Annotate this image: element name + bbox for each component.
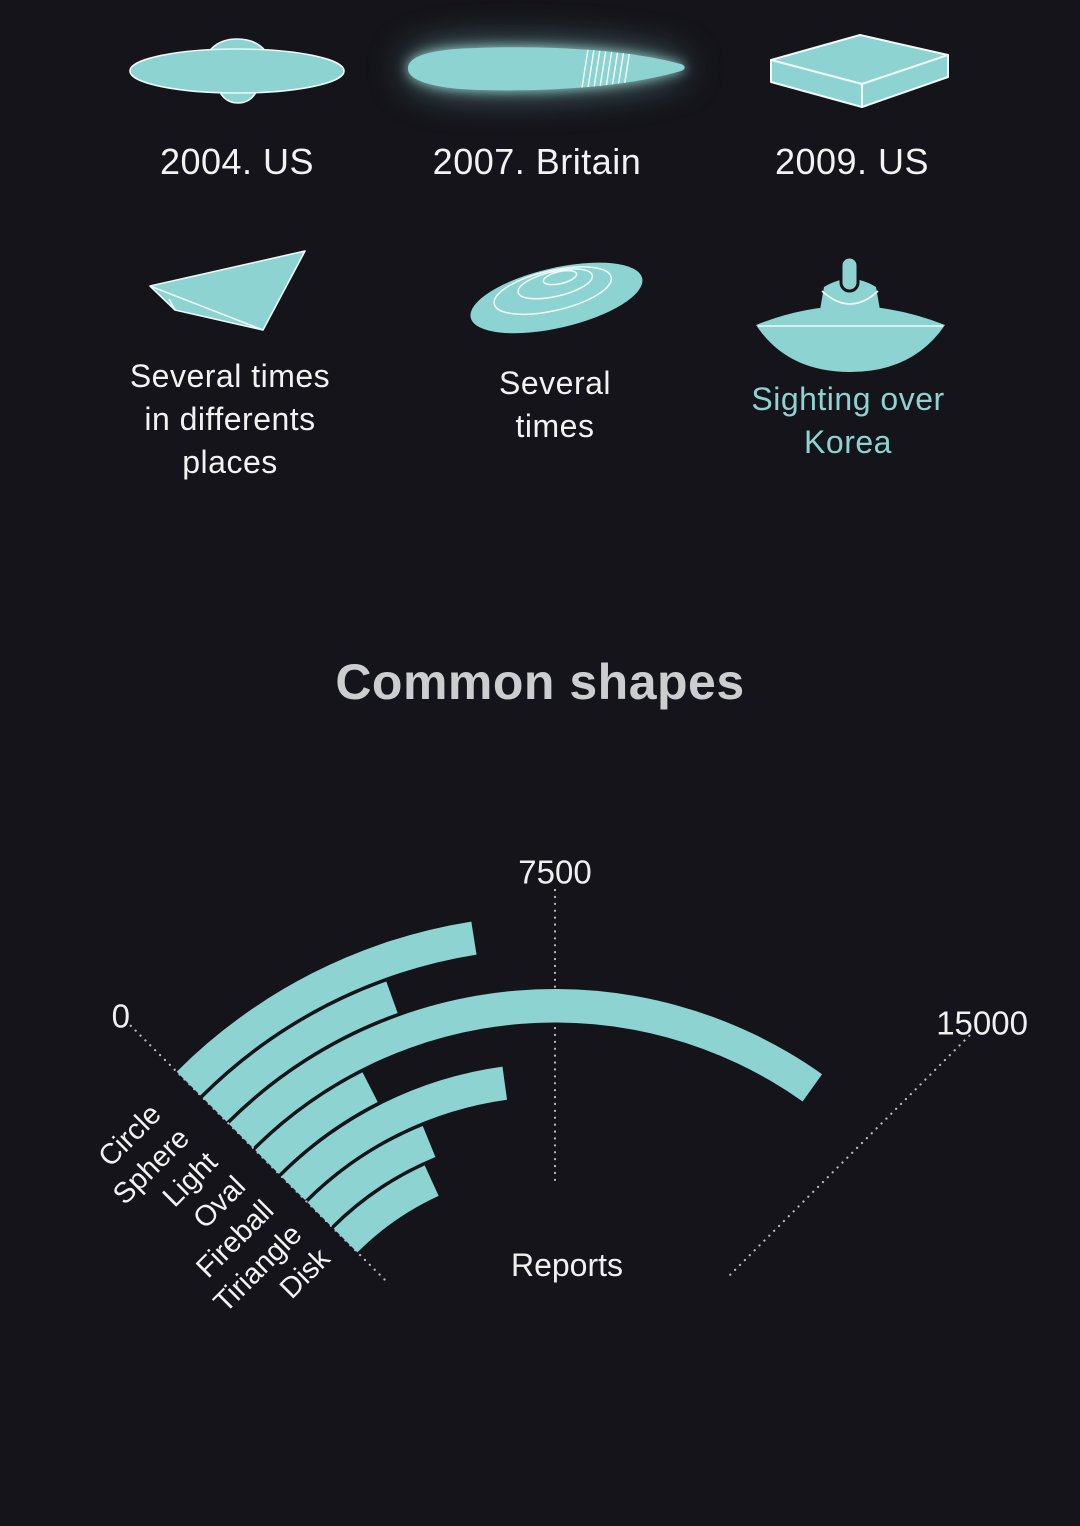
sighting-label-2004-us: 2004. US bbox=[159, 141, 315, 182]
axis-tick-label-0: 0 bbox=[112, 997, 130, 1034]
sighting-label-korea: Sighting over Korea bbox=[751, 381, 945, 460]
axis-dotted-line-0 bbox=[129, 1024, 390, 1285]
axis-tick-label-7500: 7500 bbox=[518, 854, 591, 891]
sighting-label-several-times: Several times bbox=[499, 365, 611, 444]
chart-bar-sphere bbox=[202, 981, 398, 1122]
section-title: Common shapes bbox=[335, 654, 745, 710]
sighting-label-several-places: Several times in differents places bbox=[129, 358, 331, 480]
chart-bar-oval bbox=[255, 1072, 378, 1174]
axis-tick-label-15000: 15000 bbox=[936, 1004, 1028, 1041]
box-icon bbox=[770, 34, 949, 108]
chart-bar-light bbox=[229, 989, 823, 1148]
chart-bar-circle bbox=[176, 921, 477, 1096]
chart-series-label: Reports bbox=[511, 1247, 623, 1283]
sighting-label-2007-britain: 2007. Britain bbox=[432, 141, 642, 182]
dome-saucer-icon bbox=[756, 255, 945, 372]
chart-bar-tiriangle bbox=[307, 1125, 436, 1227]
cigar-icon bbox=[407, 47, 685, 91]
sighting-label-2009-us: 2009. US bbox=[774, 141, 930, 182]
chart-bar-fireball bbox=[281, 1066, 508, 1201]
triangle-wedge-icon bbox=[149, 250, 306, 331]
cigar-hatch-lines bbox=[580, 47, 632, 91]
saucer-icon bbox=[129, 38, 345, 104]
chart-bar-disk bbox=[333, 1165, 439, 1253]
ringed-disk-icon bbox=[470, 262, 643, 334]
